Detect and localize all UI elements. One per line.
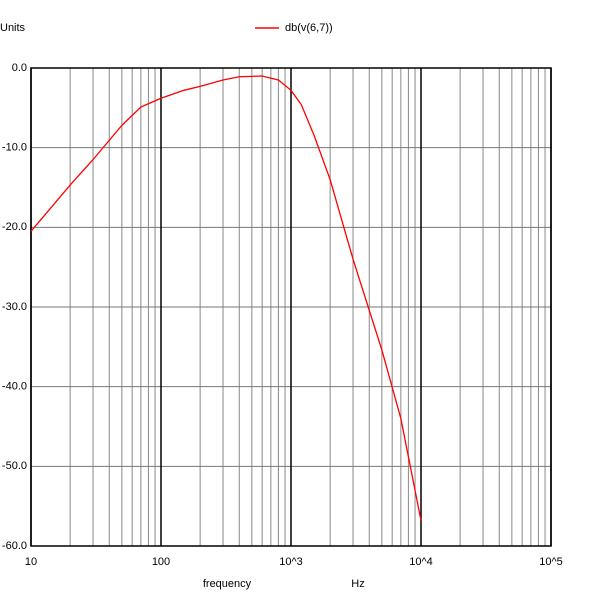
y-tick-label: -40.0 — [2, 381, 27, 393]
plot-border — [30, 67, 552, 547]
y-tick-label: -20.0 — [2, 221, 27, 233]
data-line — [30, 75, 422, 521]
y-tick-label: 0.0 — [12, 62, 27, 74]
x-tick-label: 10^3 — [279, 556, 303, 568]
y-axis-label: Units — [0, 22, 26, 34]
x-tick-label: 10^4 — [409, 556, 433, 568]
x-tick-label: 100 — [152, 556, 170, 568]
y-tick-label: -10.0 — [2, 142, 27, 154]
x-tick-label: 10 — [25, 556, 37, 568]
x-axis-label: frequency — [203, 578, 252, 590]
y-tick-label: -30.0 — [2, 301, 27, 313]
legend-label: db(v(6,7)) — [285, 22, 333, 34]
y-tick-label: -60.0 — [2, 540, 27, 552]
y-tick-label: -50.0 — [2, 460, 27, 472]
x-tick-label: 10^5 — [539, 556, 563, 568]
x-axis-unit: Hz — [351, 578, 364, 590]
